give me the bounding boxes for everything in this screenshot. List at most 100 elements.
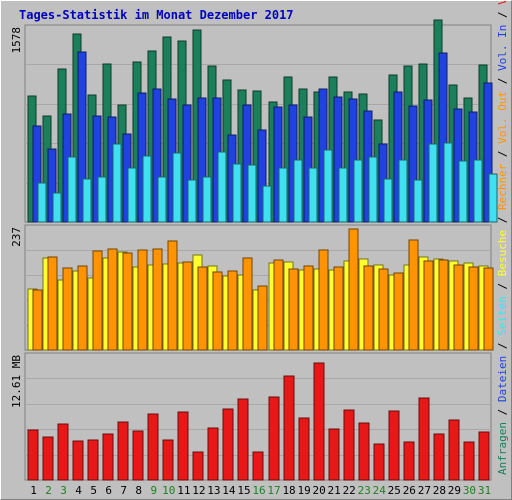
bar-rechner-28 [438,259,449,351]
bar-rechner-9 [152,248,163,351]
bar-rechner-21 [333,266,344,351]
bar-seiten-10 [172,152,182,223]
bar-rechner-23 [363,265,374,351]
y-max-label-top: 1578 [10,27,23,54]
x-tick-label: 31 [478,484,491,497]
bar-dateien-11 [182,104,192,223]
bar-volumen-12 [192,451,204,481]
bar-volumen-21 [328,428,340,481]
bar-rechner-22 [348,228,359,351]
bar-rechner-20 [318,249,329,351]
bar-rechner-30 [468,266,479,351]
bar-rechner-15 [242,257,253,351]
bar-seiten-30 [473,159,483,223]
x-tick-label: 25 [388,484,401,497]
bar-seiten-14 [232,163,242,223]
bar-seiten-13 [217,151,227,223]
legend-separator: / [496,5,509,25]
bar-volumen-29 [448,419,460,481]
bar-seiten-29 [458,160,468,223]
bar-volumen-14 [222,408,234,481]
bar-dateien-4 [77,51,87,223]
bar-volumen-11 [177,411,189,481]
bar-volumen-15 [237,398,249,481]
x-tick-label: 4 [75,484,82,497]
bar-volumen-13 [207,427,219,481]
bar-seiten-6 [112,143,122,223]
x-tick-label: 29 [448,484,461,497]
x-tick-label: 27 [418,484,431,497]
bar-dateien-12 [197,97,207,223]
bar-volumen-8 [132,430,144,481]
x-tick-label: 6 [105,484,112,497]
x-tick-label: 13 [207,484,220,497]
bar-volumen-19 [298,417,310,481]
x-tick-label: 14 [222,484,236,497]
bar-dateien-9 [152,88,162,223]
legend-entry-vol-in: Vol. In [496,25,509,71]
bar-seiten-22 [353,159,363,223]
bar-rechner-10 [167,240,178,351]
x-tick-label: 18 [282,484,295,497]
bar-volumen-4 [72,440,84,481]
x-tick-label: 28 [433,484,446,497]
bar-rechner-18 [288,268,299,351]
x-tick-label: 23 [358,484,371,497]
bar-seiten-12 [202,176,212,223]
x-tick-label: 10 [162,484,175,497]
bar-rechner-11 [182,261,193,351]
bar-dateien-15 [242,104,252,223]
bar-volumen-23 [358,422,370,481]
x-tick-label: 12 [192,484,205,497]
x-tick-label: 20 [313,484,326,497]
bar-dateien-1 [32,125,42,223]
bar-rechner-2 [47,256,58,351]
bar-seiten-27 [428,143,438,223]
bar-dateien-16 [257,129,267,223]
x-tick-label: 24 [373,484,387,497]
bar-volumen-25 [388,410,400,481]
legend-entry-dateien: Dateien [496,356,509,402]
bar-rechner-7 [122,252,133,351]
bar-seiten-26 [413,179,423,223]
bar-rechner-13 [212,271,223,351]
bar-rechner-1 [32,289,43,351]
bar-volumen-16 [252,451,264,481]
y-max-label-middle: 237 [10,227,23,247]
legend-separator: / [496,402,509,422]
bar-volumen-24 [373,443,385,481]
bar-volumen-7 [117,421,129,481]
legend-entry-vol-out: Vol. Out [496,91,509,144]
x-tick-label: 2 [45,484,52,497]
bar-volumen-18 [283,375,295,481]
bar-volumen-17 [268,396,280,481]
bar-seiten-24 [383,178,393,223]
bar-volumen-27 [418,397,430,481]
legend-separator: / [496,144,509,164]
bar-volumen-31 [478,431,490,481]
y-max-label-bottom: 12.61 MB [10,355,23,408]
bar-rechner-26 [408,239,419,351]
x-tick-label: 16 [252,484,265,497]
x-tick-label: 22 [343,484,356,497]
legend-entry-anfragen: Anfragen [496,422,509,475]
legend-separator: / [496,71,509,91]
bar-rechner-4 [77,265,88,351]
legend-entry-rechner: Rechner [496,163,509,210]
bar-dateien-25 [393,91,403,223]
bar-seiten-15 [247,164,257,223]
bar-rechner-12 [197,266,208,351]
x-tick-label: 21 [328,484,341,497]
x-tick-label: 1 [30,484,37,497]
x-tick-label: 7 [120,484,127,497]
bar-volumen-6 [102,433,114,481]
x-tick-label: 8 [135,484,142,497]
bar-rechner-3 [62,267,73,351]
x-tick-label: 5 [90,484,97,497]
legend: Anfragen / Dateien / Seiten / Besuche / … [496,1,509,475]
legend-separator: / [496,336,509,356]
bar-seiten-4 [82,178,92,223]
bar-volumen-20 [313,362,325,481]
bar-dateien-21 [333,96,343,223]
